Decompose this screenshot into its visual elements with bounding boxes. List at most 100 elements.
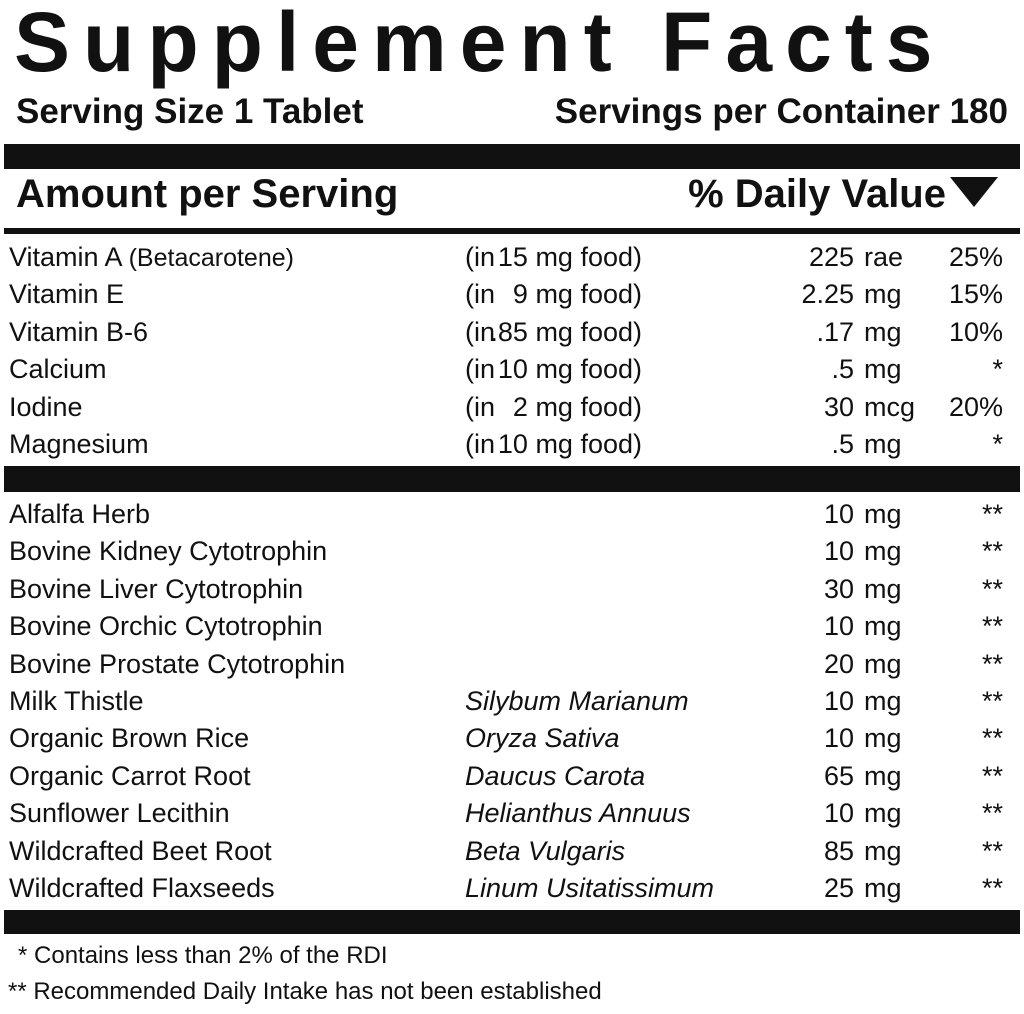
daily-value-header: % Daily Value [688, 172, 998, 217]
food-source-amount: 10 mg food) [497, 429, 642, 459]
ingredient-latin-name: Oryza Sativa [465, 723, 620, 754]
ingredient-latin-name: Helianthus Annuus [465, 798, 691, 829]
nutrient-name-text: Vitamin B-6 [9, 316, 149, 347]
daily-value-percent: ** [981, 499, 1003, 529]
amount-value: 10 [823, 723, 854, 754]
food-source-prefix: (in [465, 429, 496, 459]
daily-value-percent: ** [981, 760, 1003, 791]
amount-value: 10 [823, 536, 854, 567]
amount-unit: mg [864, 573, 902, 604]
nutrient-name: Magnesium [9, 429, 149, 460]
ingredient-name: Bovine Prostate Cytotrophin [9, 648, 346, 679]
amount-value: 10 [823, 611, 854, 642]
nutrient-name: Vitamin B-6 [9, 317, 148, 348]
amount-unit: mg [864, 536, 902, 567]
ingredient-name: Bovine Orchic Cytotrophin [9, 611, 323, 642]
daily-value-percent: ** [981, 798, 1003, 829]
ingredient-latin-name: Linum Usitatissimum [465, 873, 715, 903]
footnote-not-established: ** Recommended Daily Intake has not been… [8, 978, 602, 1005]
amount-unit: mg [864, 873, 902, 903]
daily-value-percent: 15% [948, 279, 1003, 310]
amount-value: 10 [823, 686, 854, 716]
ingredient-name: Organic Brown Rice [9, 723, 250, 754]
ingredient-name: Milk Thistle [9, 686, 144, 716]
nutrient-name: Vitamin A (Betacarotene) [9, 242, 294, 273]
ingredient-row: Bovine Orchic Cytotrophin 10 mg ** [0, 607, 1024, 644]
label-title: Supplement Facts [14, 0, 946, 89]
amount-unit: mg [864, 760, 902, 791]
amount-value: 30 [823, 391, 854, 422]
nutrient-name-text: Magnesium [9, 429, 149, 459]
thick-divider-middle [4, 466, 1020, 492]
daily-value-percent: ** [981, 835, 1003, 866]
vitamin-row: Calcium (in 10 mg food) .5 mg * [0, 350, 1024, 387]
food-source-prefix: (in [465, 391, 496, 422]
daily-value-percent: 20% [948, 391, 1003, 422]
ingredient-latin-name: Silybum Marianum [465, 686, 689, 716]
ingredient-name: Alfalfa Herb [9, 499, 151, 529]
daily-value-percent: ** [981, 536, 1003, 567]
amount-value: 10 [823, 798, 854, 829]
nutrient-name-text: Vitamin E [9, 279, 125, 310]
vitamin-row: Vitamin A (Betacarotene) (in 15 mg food) 22… [0, 238, 1024, 275]
ingredient-row: Bovine Prostate Cytotrophin 20 mg ** [0, 645, 1024, 682]
thick-divider-bottom [4, 910, 1020, 934]
nutrient-name-text: Calcium [9, 354, 107, 385]
amount-unit: mg [864, 499, 902, 529]
amount-value: 20 [823, 648, 854, 679]
ingredient-row: Bovine Liver Cytotrophin 30 mg ** [0, 570, 1024, 607]
ingredient-row: Bovine Kidney Cytotrophin 10 mg ** [0, 532, 1024, 569]
vitamin-row: Vitamin B-6 (in .85 mg food) .17 mg 10% [0, 313, 1024, 350]
footnote-rdi: * Contains less than 2% of the RDI [18, 942, 388, 969]
amount-unit: mg [864, 723, 902, 754]
serving-size: Serving Size 1 Tablet [16, 92, 364, 131]
amount-unit: rae [864, 242, 904, 272]
servings-per-container: Servings per Container 180 [554, 92, 1008, 131]
daily-value-percent: ** [981, 611, 1003, 642]
ingredient-name: Sunflower Lecithin [9, 798, 230, 829]
amount-value: 2.25 [801, 279, 854, 310]
food-source-amount: 9 mg food) [512, 279, 642, 310]
vitamin-row: Vitamin E (in 9 mg food) 2.25 mg 15% [0, 275, 1024, 312]
nutrient-name: Iodine [9, 392, 83, 423]
thick-divider-top [4, 144, 1020, 169]
amount-value: .5 [831, 354, 854, 385]
triangle-down-icon [950, 177, 998, 208]
amount-value: 30 [823, 573, 854, 604]
vitamin-row: Magnesium (in 10 mg food) .5 mg * [0, 425, 1024, 462]
daily-value-percent: ** [981, 723, 1003, 754]
ingredient-row: Wildcrafted Beet Root Beta Vulgaris 85 mg ** [0, 832, 1024, 869]
food-source-prefix: (in [465, 279, 496, 310]
ingredient-latin-name: Daucus Carota [465, 760, 646, 791]
food-source-amount: 15 mg food) [497, 242, 642, 272]
nutrient-name-text: Iodine [9, 391, 83, 422]
amount-unit: mg [864, 798, 902, 829]
food-source-prefix: (in [465, 316, 496, 347]
ingredient-row: Organic Brown Rice Oryza Sativa 10 mg ** [0, 719, 1024, 756]
ingredient-name: Organic Carrot Root [9, 760, 251, 791]
ingredient-row: Wildcrafted Flaxseeds Linum Usitatissimum… [0, 869, 1024, 906]
amount-unit: mg [864, 648, 902, 679]
ingredient-latin-name: Beta Vulgaris [465, 835, 626, 866]
ingredient-row: Alfalfa Herb 10 mg ** [0, 495, 1024, 532]
daily-value-percent: 10% [948, 316, 1003, 347]
food-source-amount: 2 mg food) [512, 391, 642, 422]
ingredient-name: Bovine Kidney Cytotrophin [9, 536, 328, 567]
daily-value-percent: * [992, 354, 1003, 385]
amount-unit: mg [864, 429, 902, 459]
nutrient-name: Vitamin E [9, 279, 124, 310]
ingredient-row: Milk Thistle Silybum Marianum 10 mg ** [0, 682, 1024, 719]
amount-value: 65 [823, 760, 854, 791]
ingredient-name: Wildcrafted Flaxseeds [9, 873, 275, 903]
amount-value: 10 [823, 499, 854, 529]
amount-unit: mcg [864, 391, 916, 422]
daily-value-percent: ** [981, 573, 1003, 604]
food-source-amount: 10 mg food) [497, 354, 642, 385]
food-source-prefix: (in [465, 242, 496, 272]
daily-value-percent: ** [981, 686, 1003, 716]
daily-value-percent: ** [981, 873, 1003, 903]
daily-value-percent: * [992, 429, 1003, 459]
divider-header [4, 228, 1020, 234]
amount-unit: mg [864, 354, 902, 385]
food-source-prefix: (in [465, 354, 496, 385]
